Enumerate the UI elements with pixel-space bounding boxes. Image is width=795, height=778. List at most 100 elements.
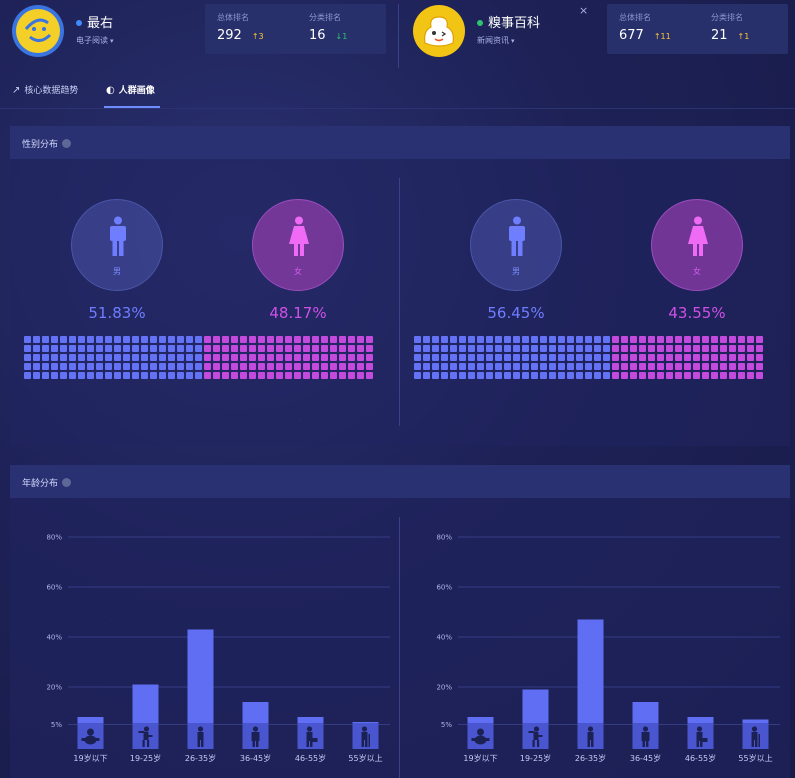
male-cell	[432, 363, 439, 370]
male-cell	[441, 354, 448, 361]
senior-icon	[696, 726, 708, 747]
male-cell	[603, 372, 610, 379]
info-icon[interactable]	[62, 139, 72, 148]
male-cell	[441, 345, 448, 352]
male-cell	[177, 354, 184, 361]
female-cell	[612, 336, 619, 343]
gender-grid	[24, 336, 373, 379]
female-cell	[312, 345, 319, 352]
male-cell	[594, 345, 601, 352]
female-cell	[747, 363, 754, 370]
male-cell	[459, 354, 466, 361]
female-cell	[231, 363, 238, 370]
male-icon	[509, 216, 525, 256]
male-cell	[441, 372, 448, 379]
female-cell	[249, 372, 256, 379]
female-cell	[357, 363, 364, 370]
male-cell	[567, 345, 574, 352]
male-circle: 男	[71, 199, 163, 291]
male-cell	[486, 336, 493, 343]
female-cell	[693, 345, 700, 352]
male-cell	[96, 345, 103, 352]
female-cell	[747, 354, 754, 361]
female-cell	[213, 354, 220, 361]
category-dropdown[interactable]: 新闻资讯 ▾	[477, 35, 515, 46]
female-cell	[621, 363, 628, 370]
female-cell	[258, 354, 265, 361]
male-cell	[150, 354, 157, 361]
rank-delta-up: ↑11	[654, 32, 671, 41]
male-cell	[558, 354, 565, 361]
female-cell	[738, 354, 745, 361]
female-cell	[240, 354, 247, 361]
app-card-qiushibaike[interactable]: 糗事百科 新闻资讯 ▾ × 总体排名 677 ↑11 分类排名 21 ↑1	[400, 0, 795, 70]
female-cell	[729, 354, 736, 361]
baby-icon	[471, 728, 490, 745]
female-cell	[675, 363, 682, 370]
male-cell	[105, 363, 112, 370]
tab-audience-portrait[interactable]: ◐ 人群画像	[106, 83, 155, 96]
female-cell	[267, 336, 274, 343]
female-cell	[639, 372, 646, 379]
female-cell	[684, 354, 691, 361]
category-label: 新闻资讯	[477, 36, 509, 45]
male-cell	[540, 345, 547, 352]
category-dropdown[interactable]: 电子阅读 ▾	[76, 35, 114, 46]
senior-icon	[306, 726, 318, 747]
info-icon[interactable]	[62, 478, 72, 487]
female-cell	[258, 336, 265, 343]
male-cell	[531, 372, 538, 379]
female-cell	[756, 354, 763, 361]
tab-core-trends[interactable]: ↗ 核心数据趋势	[12, 83, 78, 96]
male-cell	[495, 336, 502, 343]
tab-label: 核心数据趋势	[24, 86, 79, 96]
male-cell	[141, 354, 148, 361]
arrow-up-icon: ↑	[251, 32, 259, 41]
male-cell	[96, 336, 103, 343]
female-cell	[321, 336, 328, 343]
female-label: 女	[693, 267, 701, 276]
female-cell	[684, 363, 691, 370]
male-cell	[132, 372, 139, 379]
male-cell	[141, 363, 148, 370]
overall-rank-value: 292	[217, 28, 242, 43]
female-cell	[285, 363, 292, 370]
female-cell	[720, 354, 727, 361]
female-cell	[213, 372, 220, 379]
x-tick-label: 19岁以下	[73, 753, 107, 763]
female-cell	[639, 363, 646, 370]
close-icon[interactable]: ×	[579, 4, 589, 17]
app-card-zuiyou[interactable]: 最右 电子阅读 ▾ 总体排名 292 ↑3 分类排名 16 ↓1	[0, 0, 398, 70]
female-cell	[258, 363, 265, 370]
female-cell	[330, 354, 337, 361]
female-cell	[348, 372, 355, 379]
male-cell	[603, 354, 610, 361]
female-cell	[366, 336, 373, 343]
male-circle: 男	[470, 199, 562, 291]
male-cell	[195, 336, 202, 343]
female-cell	[702, 372, 709, 379]
male-cell	[177, 363, 184, 370]
female-cell	[294, 354, 301, 361]
male-cell	[522, 354, 529, 361]
male-label: 男	[512, 267, 520, 276]
male-cell	[414, 336, 421, 343]
male-cell	[114, 354, 121, 361]
male-cell	[513, 372, 520, 379]
female-cell	[711, 372, 718, 379]
male-cell	[132, 345, 139, 352]
arrow-down-icon: ↓	[335, 32, 343, 41]
female-cell	[630, 354, 637, 361]
male-cell	[576, 345, 583, 352]
female-cell	[657, 336, 664, 343]
female-cell	[621, 345, 628, 352]
rank-box: 总体排名 292 ↑3 分类排名 16 ↓1	[205, 4, 386, 54]
male-cell	[522, 363, 529, 370]
male-cell	[477, 336, 484, 343]
female-cell	[738, 372, 745, 379]
male-cell	[78, 363, 85, 370]
female-cell	[747, 345, 754, 352]
female-cell	[630, 345, 637, 352]
female-cell	[612, 345, 619, 352]
male-icon	[110, 216, 126, 256]
